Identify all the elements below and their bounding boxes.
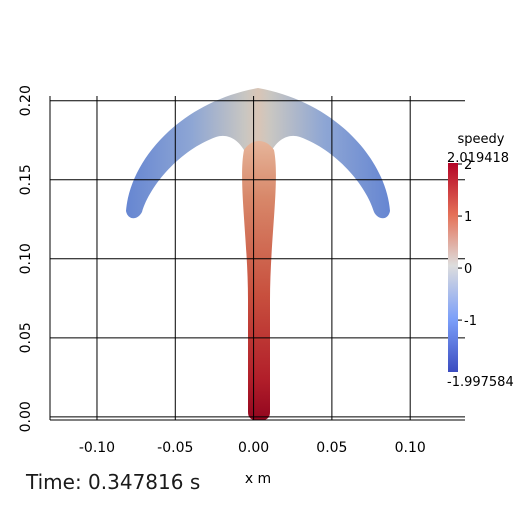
x-tick-labels: -0.10 -0.05 0.00 0.05 0.10 <box>79 440 426 456</box>
flow-field <box>126 88 390 420</box>
x-tick-label: -0.10 <box>79 440 115 456</box>
colorbar-tick-label: 2 <box>464 158 472 173</box>
x-tick-label: 0.10 <box>395 440 426 456</box>
colorbar-ticks: 2 1 0 -1 <box>458 158 477 329</box>
colorbar-min-label: -1.997584 <box>447 375 514 390</box>
y-tick-labels: 0.00 0.05 0.10 0.15 0.20 <box>18 85 34 432</box>
colorbar-tick-label: 1 <box>464 210 472 225</box>
cap-region <box>126 88 390 219</box>
time-readout: Time: 0.347816 s <box>26 470 200 494</box>
colorbar-tick-label: 0 <box>464 262 472 277</box>
color-legend[interactable]: speedy 2.019418 2 1 0 -1 -1.997584 <box>447 132 514 390</box>
colorbar-gradient <box>448 163 458 372</box>
x-axis-title: x m <box>245 471 271 487</box>
colorbar-max-label: 2.019418 <box>447 151 509 166</box>
x-tick-label: -0.05 <box>157 440 193 456</box>
colorbar-tick-label: -1 <box>464 314 477 329</box>
time-prefix: Time: <box>26 470 89 494</box>
y-tick-label: 0.05 <box>18 322 34 353</box>
x-tick-label: 0.00 <box>238 440 269 456</box>
y-tick-label: 0.00 <box>18 401 34 432</box>
time-value: 0.347816 <box>88 470 184 494</box>
y-tick-label: 0.10 <box>18 243 34 274</box>
y-tick-label: 0.15 <box>18 164 34 195</box>
plot-grid <box>49 96 465 421</box>
colorbar-title: speedy <box>458 132 505 147</box>
time-unit: s <box>183 470 201 494</box>
x-tick-label: 0.05 <box>316 440 347 456</box>
stem-region <box>242 141 276 420</box>
y-tick-label: 0.20 <box>18 85 34 116</box>
